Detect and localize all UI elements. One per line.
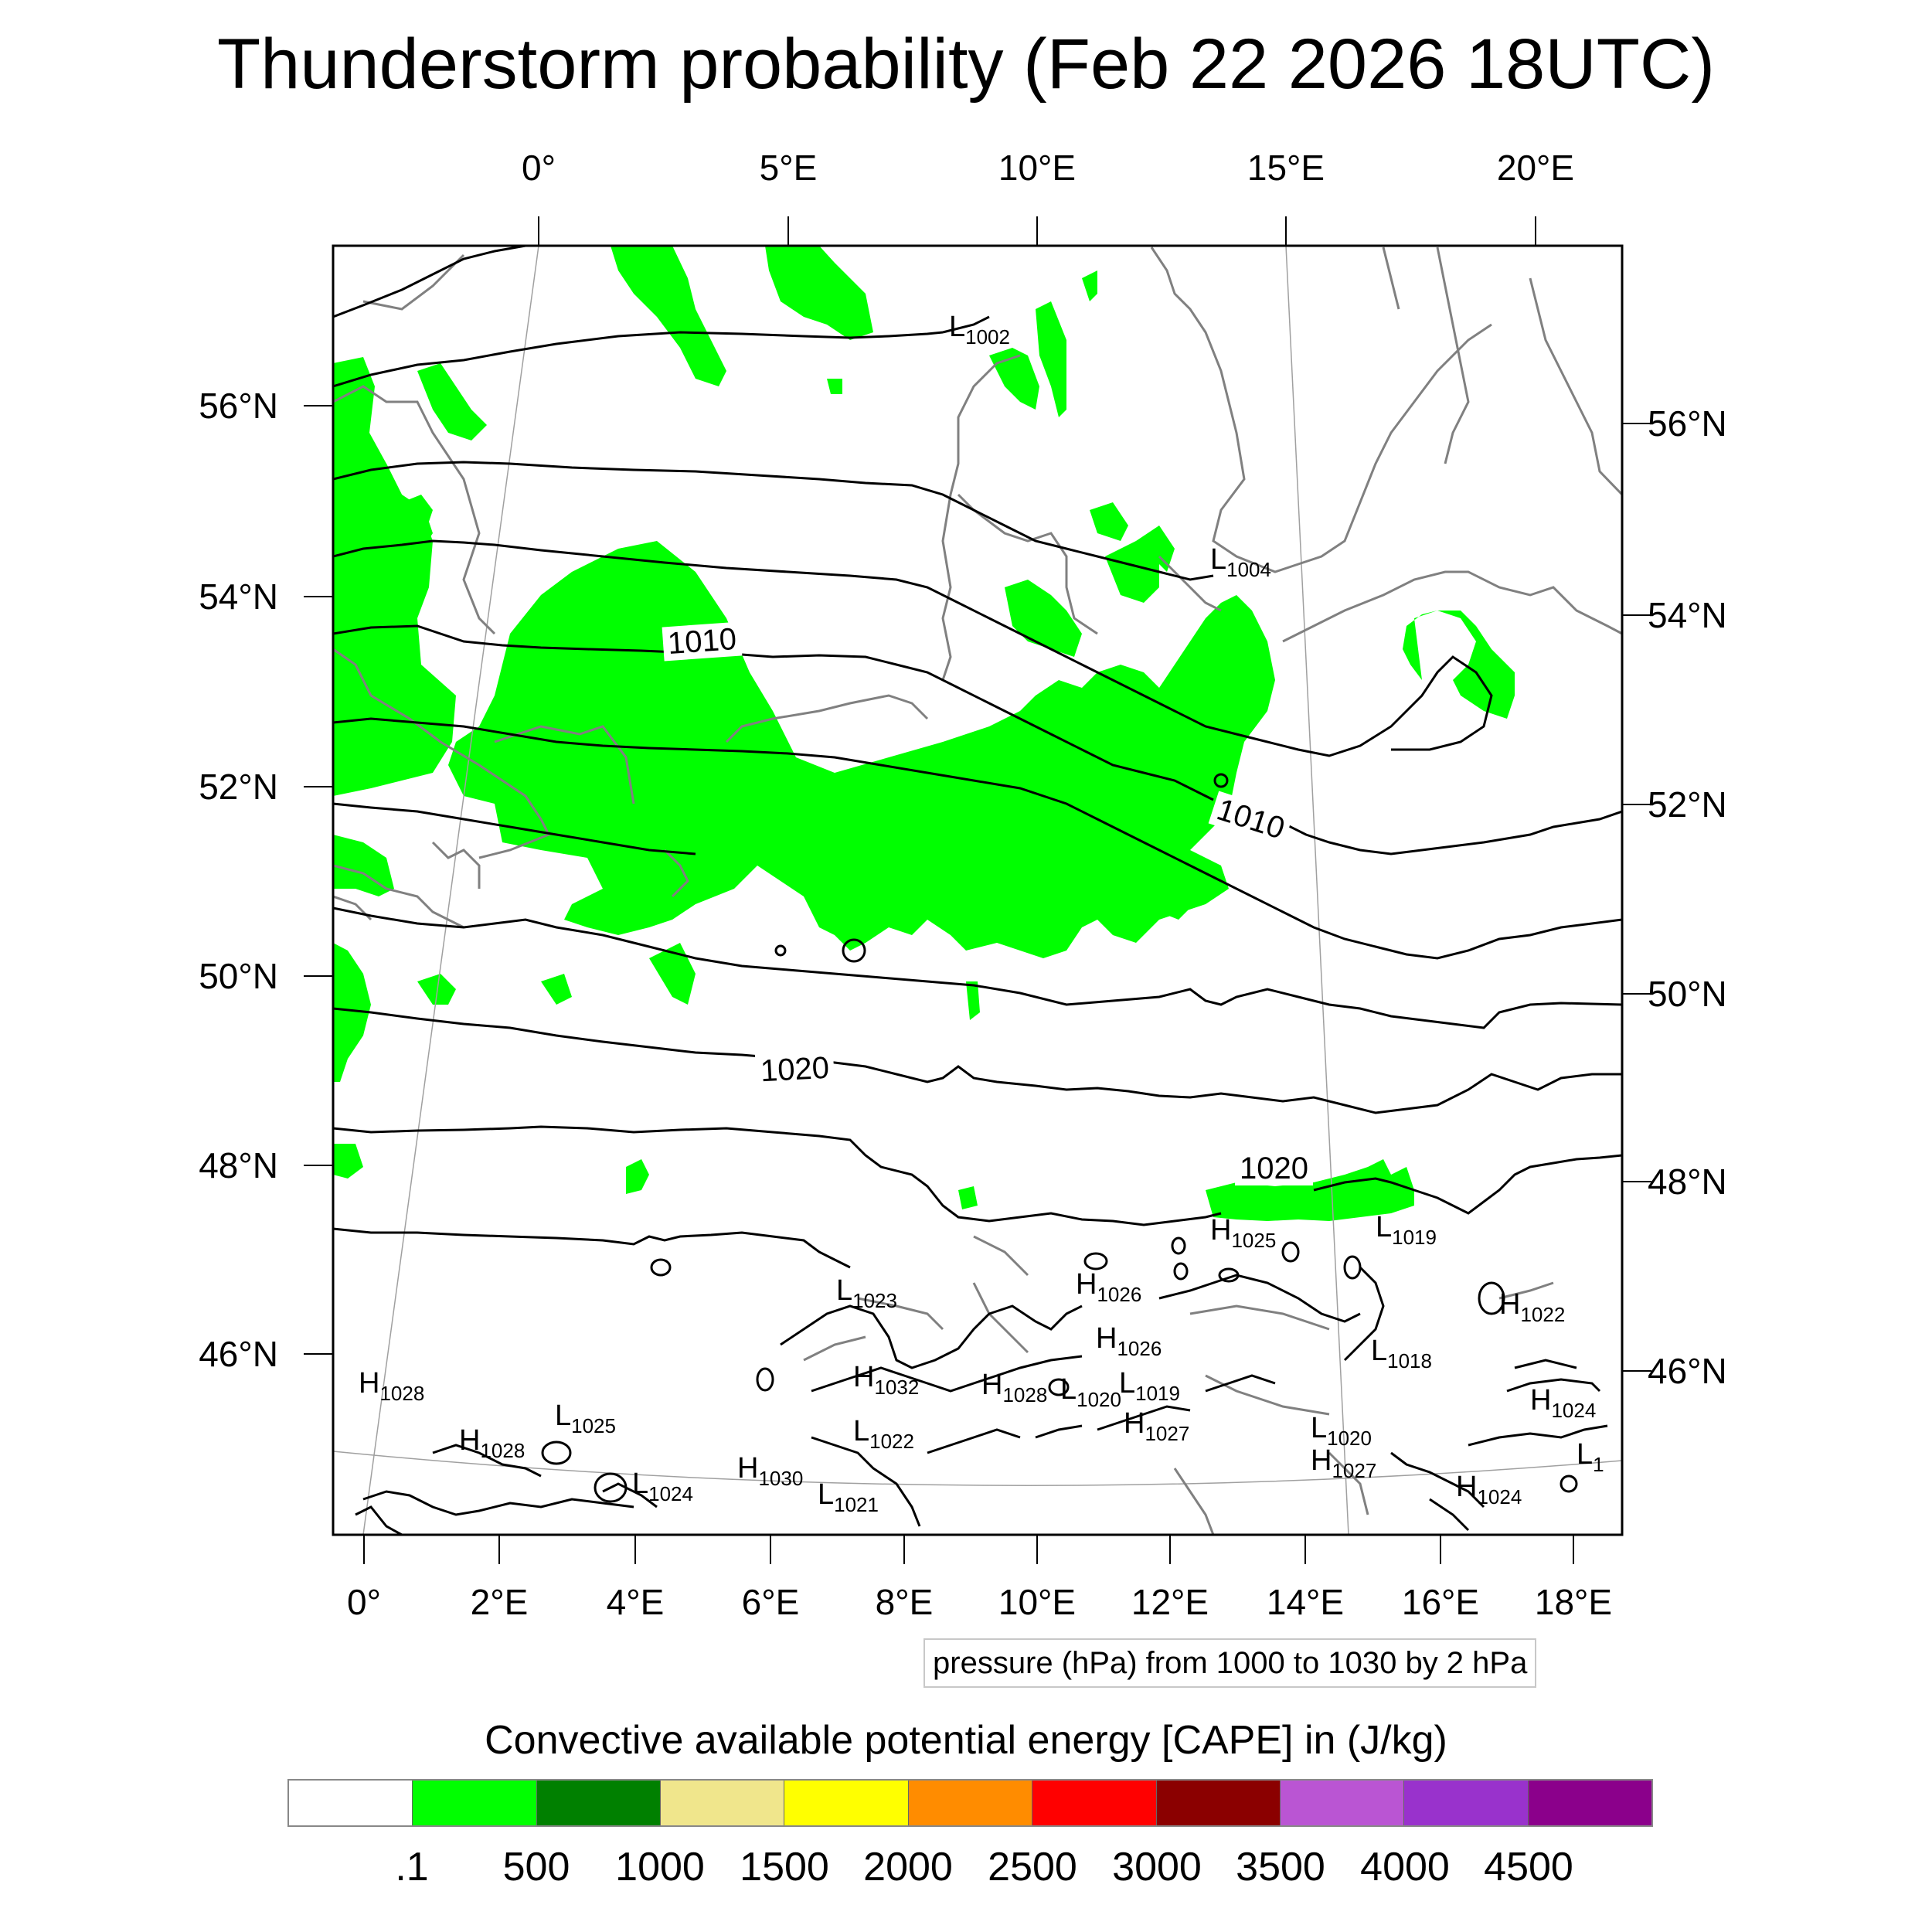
bottom-lon-label: 10°E bbox=[998, 1582, 1077, 1622]
colorbar-label: 1000 bbox=[615, 1845, 705, 1889]
pressure-center: L1021 bbox=[818, 1478, 879, 1516]
top-lon-label: 15°E bbox=[1247, 148, 1325, 188]
coastlines bbox=[333, 247, 1622, 1535]
right-lat-label: 56°N bbox=[1648, 403, 1727, 444]
colorbar-label: 4000 bbox=[1360, 1845, 1450, 1889]
pressure-center: H1026 bbox=[1096, 1322, 1162, 1360]
colorbar bbox=[287, 1779, 1653, 1827]
pressure-center: H1027 bbox=[1311, 1444, 1377, 1482]
pressure-center: H1028 bbox=[359, 1367, 425, 1405]
colorbar-label: 4500 bbox=[1484, 1845, 1573, 1889]
colorbar-label: 3500 bbox=[1236, 1845, 1325, 1889]
right-lat-label: 52°N bbox=[1648, 784, 1727, 825]
top-lon-label: 0° bbox=[522, 148, 556, 188]
left-lat-label: 46°N bbox=[199, 1334, 278, 1374]
bottom-lon-label: 14°E bbox=[1266, 1582, 1345, 1622]
colorbar-swatch bbox=[289, 1781, 413, 1825]
bottom-lon-label: 6°E bbox=[741, 1582, 800, 1622]
colorbar-label: 2000 bbox=[863, 1845, 953, 1889]
colorbar-label: 500 bbox=[502, 1845, 570, 1889]
axis-ticks bbox=[304, 216, 1651, 1564]
colorbar-swatch bbox=[413, 1781, 537, 1825]
bottom-lon-label: 2°E bbox=[470, 1582, 529, 1622]
pressure-center: L1018 bbox=[1371, 1335, 1432, 1372]
pressure-center: H1024 bbox=[1530, 1384, 1597, 1422]
pressure-center: L1019 bbox=[1119, 1367, 1180, 1405]
pressure-center: H1024 bbox=[1456, 1471, 1522, 1509]
pressure-center: H1032 bbox=[853, 1361, 920, 1399]
colorbar-swatch bbox=[1528, 1781, 1651, 1825]
left-lat-label: 50°N bbox=[199, 956, 278, 996]
cape-fill bbox=[333, 246, 1515, 1221]
colorbar-swatch bbox=[784, 1781, 909, 1825]
colorbar-label: 1500 bbox=[740, 1845, 829, 1889]
bottom-lon-label: 4°E bbox=[606, 1582, 665, 1622]
closed-isobars bbox=[541, 773, 1578, 1503]
top-lon-label: 20°E bbox=[1496, 148, 1575, 188]
colorbar-swatch bbox=[1280, 1781, 1405, 1825]
isobars bbox=[333, 246, 1622, 1535]
left-lat-label: 48°N bbox=[199, 1145, 278, 1185]
colorbar-label: 3000 bbox=[1112, 1845, 1202, 1889]
right-lat-label: 54°N bbox=[1648, 595, 1727, 635]
pressure-center: L1024 bbox=[632, 1468, 693, 1505]
pressure-center: L1002 bbox=[949, 311, 1010, 349]
right-lat-label: 46°N bbox=[1648, 1351, 1727, 1391]
colorbar-swatch bbox=[908, 1781, 1033, 1825]
pressure-center: L1020 bbox=[1060, 1373, 1121, 1411]
bottom-lon-label: 16°E bbox=[1401, 1582, 1480, 1622]
right-lat-label: 50°N bbox=[1648, 974, 1727, 1014]
pressure-center: L1004 bbox=[1210, 543, 1271, 581]
pressure-center: H1025 bbox=[1210, 1214, 1277, 1252]
colorbar-swatch bbox=[661, 1781, 785, 1825]
pressure-center: H1022 bbox=[1499, 1288, 1566, 1326]
pressure-center: H1026 bbox=[1076, 1268, 1142, 1306]
isobar-label: 1010 bbox=[662, 621, 743, 662]
isobar-label: 1020 bbox=[1235, 1151, 1313, 1185]
bottom-lon-label: 0° bbox=[347, 1582, 381, 1622]
pressure-center: H1027 bbox=[1124, 1407, 1190, 1445]
pressure-center: L1022 bbox=[853, 1415, 914, 1453]
isobar-label: 1020 bbox=[754, 1050, 835, 1089]
contour-info-box: pressure (hPa) from 1000 to 1030 by 2 hP… bbox=[923, 1638, 1537, 1688]
colorbar-title: Convective available potential energy [C… bbox=[485, 1718, 1447, 1763]
colorbar-swatch bbox=[1156, 1781, 1281, 1825]
map-frame bbox=[332, 244, 1624, 1536]
colorbar-swatch bbox=[1032, 1781, 1157, 1825]
pressure-center: L1023 bbox=[836, 1274, 897, 1312]
top-lon-label: 5°E bbox=[759, 148, 818, 188]
left-lat-label: 56°N bbox=[199, 386, 278, 426]
colorbar-swatch bbox=[1404, 1781, 1529, 1825]
colorbar-label: 2500 bbox=[988, 1845, 1077, 1889]
bottom-lon-label: 8°E bbox=[875, 1582, 934, 1622]
right-lat-label: 48°N bbox=[1648, 1162, 1727, 1202]
pressure-center: L1025 bbox=[555, 1400, 616, 1437]
pressure-center: H1030 bbox=[737, 1452, 804, 1490]
left-lat-label: 52°N bbox=[199, 767, 278, 807]
top-lon-label: 10°E bbox=[998, 148, 1077, 188]
pressure-center: H1028 bbox=[981, 1369, 1048, 1406]
left-lat-label: 54°N bbox=[199, 577, 278, 617]
pressure-center: L1019 bbox=[1376, 1211, 1437, 1249]
pressure-center: L1 bbox=[1577, 1438, 1604, 1476]
map-title: Thunderstorm probability (Feb 22 2026 18… bbox=[216, 25, 1716, 104]
colorbar-swatch bbox=[536, 1781, 662, 1825]
bottom-lon-label: 12°E bbox=[1131, 1582, 1209, 1622]
colorbar-label: .1 bbox=[395, 1845, 429, 1889]
pressure-center: H1028 bbox=[459, 1424, 526, 1462]
bottom-lon-label: 18°E bbox=[1534, 1582, 1613, 1622]
pressure-center: L1020 bbox=[1311, 1412, 1372, 1450]
